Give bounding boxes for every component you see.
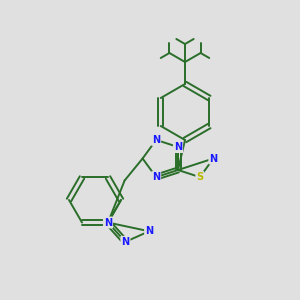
Text: N: N (174, 142, 182, 152)
Text: N: N (152, 172, 160, 182)
Text: N: N (209, 154, 217, 164)
Text: S: S (196, 172, 203, 182)
Text: N: N (104, 218, 112, 227)
Text: N: N (121, 237, 130, 247)
Text: N: N (174, 142, 182, 152)
Text: N: N (145, 226, 153, 236)
Text: N: N (152, 135, 160, 145)
